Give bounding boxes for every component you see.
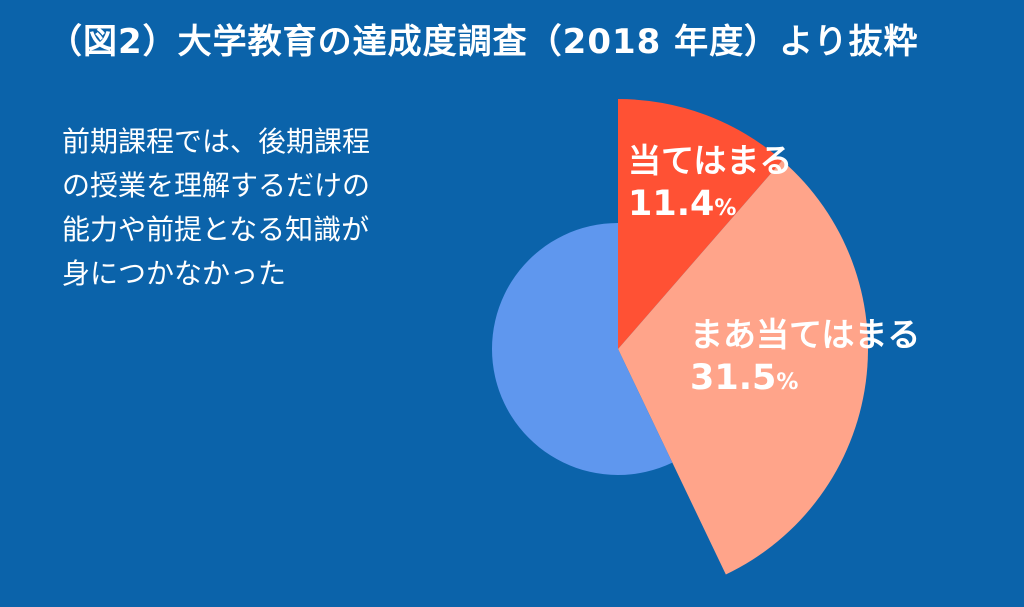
pie-slice-2 [491, 223, 673, 475]
question-line: 能力や前提となる知識が [62, 213, 370, 246]
slice-category: まあ当てはまる [690, 315, 921, 354]
question-line: 身につかなかった [62, 257, 287, 290]
pie-slice-1 [618, 160, 868, 575]
slice-value: 11.4% [628, 184, 737, 224]
slice-label-atehamaru: 当てはまる 11.4% [628, 140, 792, 231]
slice-label-maa-atehamaru: まあ当てはまる 31.5% [690, 314, 920, 405]
question-line: の授業を理解するだけの [62, 169, 371, 202]
question-line: 前期課程では、後期課程 [62, 125, 371, 158]
chart-title: （図2）大学教育の達成度調査（2018 年度）より抜粋 [48, 22, 919, 62]
pie-slice-0 [618, 99, 783, 349]
slice-category: 当てはまる [628, 141, 793, 180]
question-text: 前期課程では、後期課程 の授業を理解するだけの 能力や前提となる知識が 身につか… [62, 120, 432, 296]
slice-value: 31.5% [690, 358, 799, 398]
